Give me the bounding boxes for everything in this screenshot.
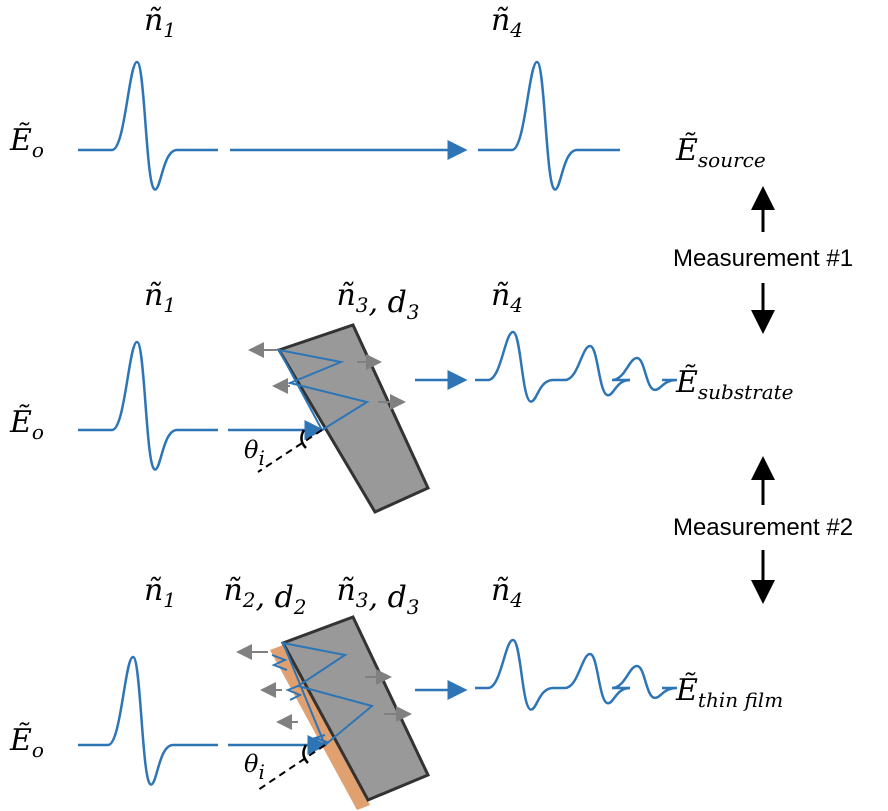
text-part: ñ — [336, 573, 355, 608]
text-part: 2 — [242, 588, 256, 612]
pulse — [78, 340, 218, 471]
angle-arc — [302, 744, 309, 764]
text-part: , d — [369, 285, 407, 320]
normal — [257, 744, 326, 791]
text-part: 4 — [509, 18, 523, 42]
angle-arc — [300, 429, 307, 449]
internal-reflection — [281, 641, 375, 746]
text-part: ñ — [144, 3, 163, 38]
math-label: ñ4 — [491, 573, 523, 612]
text-part: i — [258, 446, 264, 470]
reflections — [236, 644, 412, 730]
text-part: ñ — [491, 278, 510, 313]
text-part: ñ — [144, 278, 163, 313]
math-label: ñ1 — [144, 3, 176, 42]
normal — [257, 429, 323, 473]
text-part: Ẽ — [9, 122, 32, 158]
math-label: ñ2, d2 — [223, 573, 306, 619]
text-part: 4 — [509, 293, 523, 317]
pulse — [478, 60, 620, 191]
text-part: ñ — [223, 573, 242, 608]
text-part: 1 — [163, 588, 176, 612]
pulse — [78, 655, 218, 786]
math-label: θi — [244, 750, 265, 784]
internal-reflection — [277, 348, 370, 431]
math-label: ñ1 — [144, 278, 176, 317]
pulse — [611, 664, 678, 700]
math-label: ñ4 — [491, 278, 523, 317]
pulse — [611, 356, 678, 392]
text-part: 1 — [163, 293, 176, 317]
math-label: Ẽo — [9, 722, 44, 762]
text-part: , d — [369, 580, 407, 615]
math-label: Ẽo — [9, 404, 44, 444]
text-part: source — [698, 148, 766, 172]
math-label: ñ1 — [144, 573, 176, 612]
math-label: Ẽthin film — [675, 672, 783, 712]
text-part: 3 — [356, 293, 369, 317]
text-part: 3 — [407, 300, 420, 324]
text-part: o — [32, 420, 44, 444]
math-label: Ẽo — [9, 122, 44, 162]
measurement-label: Measurement #2 — [673, 514, 853, 541]
text-part: Ẽ — [675, 672, 698, 708]
text-part: θ — [244, 436, 259, 464]
film-reflection — [271, 654, 288, 671]
text-part: o — [32, 738, 44, 762]
text-part: 2 — [293, 595, 307, 619]
substrate — [280, 615, 431, 802]
text-part: 4 — [509, 588, 523, 612]
film-reflection — [285, 685, 303, 701]
text-part: Ẽ — [9, 404, 32, 440]
text-part: , d — [256, 580, 294, 615]
text-part: thin film — [698, 688, 783, 712]
text-part: o — [32, 138, 44, 162]
measurement-label: Measurement #1 — [673, 245, 853, 272]
text-part: i — [258, 760, 264, 784]
text-part: 1 — [163, 18, 176, 42]
math-label: Ẽsubstrate — [675, 364, 794, 404]
pulse — [475, 330, 554, 403]
math-label: ñ4 — [491, 3, 523, 42]
pulse — [475, 638, 554, 711]
text-part: Ẽ — [675, 132, 698, 168]
text-part: ñ — [336, 278, 355, 313]
text-part: ñ — [491, 3, 510, 38]
text-part: substrate — [698, 380, 794, 404]
math-label: ñ3, d3 — [336, 278, 419, 324]
text-part: 3 — [407, 595, 420, 619]
pulse — [78, 60, 218, 191]
text-part: ñ — [144, 573, 163, 608]
text-part: Ẽ — [675, 364, 698, 400]
text-part: θ — [244, 750, 259, 778]
math-label: θi — [244, 436, 265, 470]
reflections — [248, 342, 406, 410]
math-label: Ẽsource — [675, 132, 766, 172]
pulse — [553, 652, 631, 705]
text-part: Ẽ — [9, 722, 32, 758]
pulse — [553, 344, 631, 397]
math-label: ñ3, d3 — [336, 573, 419, 619]
substrate — [276, 323, 430, 514]
text-part: 3 — [356, 588, 369, 612]
text-part: ñ — [491, 573, 510, 608]
